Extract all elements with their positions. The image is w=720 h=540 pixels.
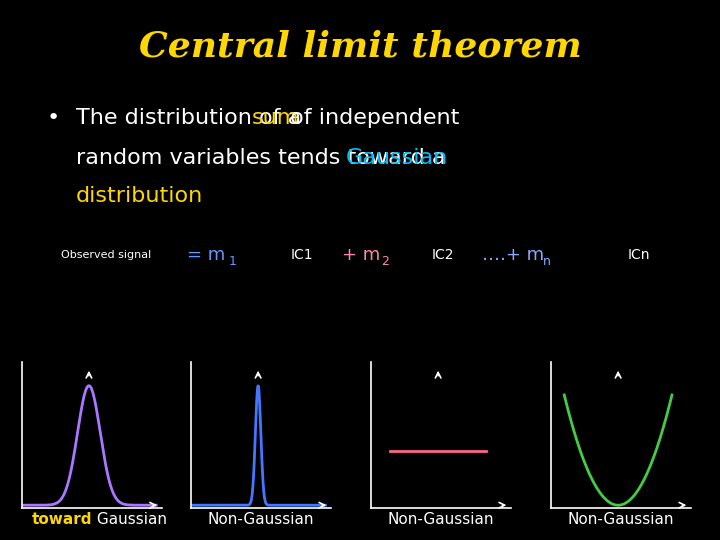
Text: Central limit theorem: Central limit theorem [139,30,581,64]
Text: 1: 1 [229,255,237,268]
Text: Non-Gaussian: Non-Gaussian [208,511,314,526]
Text: sum: sum [252,108,300,128]
Text: The distribution of a: The distribution of a [76,108,308,128]
Text: Non-Gaussian: Non-Gaussian [388,511,494,526]
Text: Observed signal: Observed signal [61,250,151,260]
Text: Gaussian: Gaussian [346,148,448,168]
Text: of independent: of independent [283,108,459,128]
Text: = m: = m [187,246,225,264]
Text: n: n [543,255,551,268]
Text: ….+ m: ….+ m [482,246,544,264]
Text: 2: 2 [381,255,389,268]
Text: IC2: IC2 [431,248,454,262]
Text: IC1: IC1 [291,248,314,262]
Text: •: • [47,108,60,128]
Text: distribution: distribution [76,186,203,206]
Text: + m: + m [342,246,380,264]
Text: Gaussian: Gaussian [92,511,167,526]
Text: ICn: ICn [628,248,650,262]
Text: toward: toward [31,511,92,526]
Text: random variables tends toward a: random variables tends toward a [76,148,452,168]
Text: Non-Gaussian: Non-Gaussian [568,511,674,526]
